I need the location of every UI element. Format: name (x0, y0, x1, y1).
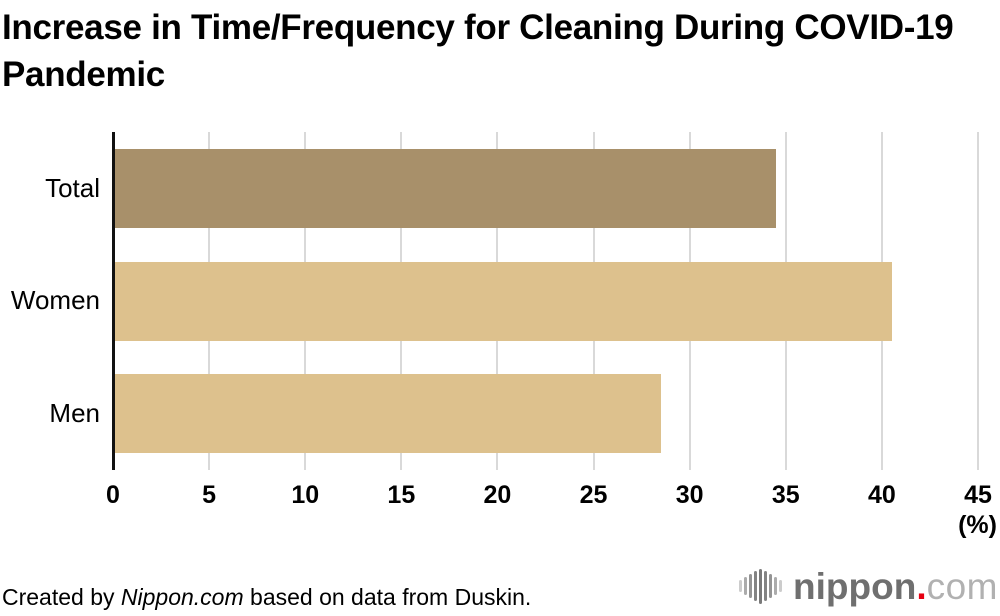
soundwave-bar (744, 577, 748, 595)
soundwave-bars-icon (739, 567, 783, 605)
credit-suffix: based on data from Duskin. (243, 584, 532, 610)
x-tick-label-30: 30 (675, 481, 704, 509)
nippon-logo: nippon. com (739, 564, 998, 608)
x-tick-label-10: 10 (291, 481, 320, 509)
x-tick-label-20: 20 (483, 481, 512, 509)
category-label-women: Women (10, 285, 100, 316)
soundwave-bar (764, 571, 768, 601)
credit-prefix: Created by (2, 584, 121, 610)
y-axis-line (112, 132, 115, 470)
x-tick-label-35: 35 (771, 481, 800, 509)
x-tick-label-0: 0 (106, 481, 120, 509)
chart-title: Increase in Time/Frequency for Cleaning … (2, 8, 954, 94)
x-tick-label-45: 45 (964, 481, 992, 509)
soundwave-bar (779, 580, 783, 592)
x-axis-tick-labels: 0 5 10 15 20 25 30 35 40 45 (106, 481, 992, 511)
soundwave-bar (754, 571, 758, 601)
x-tick-label-25: 25 (579, 481, 608, 509)
soundwave-bar (739, 580, 743, 592)
plot-area (112, 132, 979, 470)
logo-dot: . (916, 565, 927, 607)
category-label-total: Total (45, 172, 100, 203)
bar-men (115, 374, 661, 454)
soundwave-bar (769, 574, 773, 598)
bar-women (115, 261, 892, 341)
x-tick-label-5: 5 (202, 481, 217, 509)
nippon-logo-text: nippon. com (793, 568, 998, 605)
bar-total (115, 148, 777, 228)
credit-source: Nippon.com (120, 584, 244, 610)
x-tick-label-40: 40 (867, 481, 896, 509)
soundwave-bar (749, 574, 753, 598)
soundwave-bar (759, 568, 763, 604)
credit-line: Created by Nippon.com based on data from… (2, 584, 531, 611)
soundwave-bar (774, 577, 778, 595)
logo-brand: nippon (793, 565, 917, 607)
logo-tld: com (926, 565, 998, 607)
category-label-men: Men (49, 398, 100, 429)
x-axis-unit-label: (%) (958, 511, 997, 539)
y-axis-category-labels: Total Women Men (0, 132, 100, 470)
gridline-45 (977, 132, 979, 470)
x-tick-label-15: 15 (387, 481, 416, 509)
